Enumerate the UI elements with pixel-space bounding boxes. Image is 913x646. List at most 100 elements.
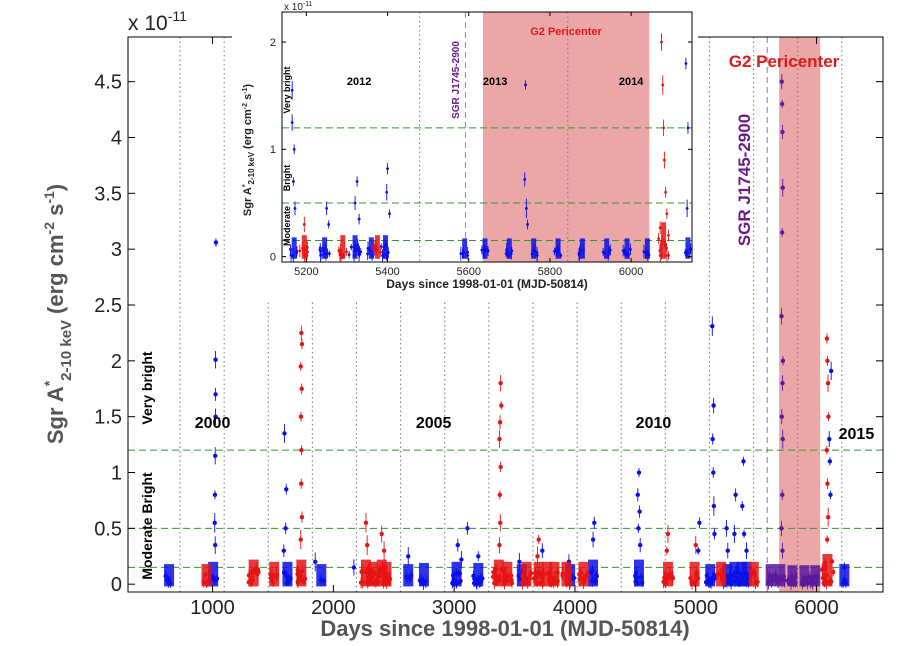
- data-point: [385, 190, 389, 194]
- data-point: [281, 548, 287, 553]
- y-tick-label: 0: [270, 251, 276, 263]
- year-label: 2012: [347, 76, 371, 88]
- data-point: [492, 574, 498, 579]
- data-point: [733, 492, 738, 498]
- data-cluster-bar: [624, 238, 630, 259]
- data-point: [828, 368, 834, 374]
- data-point: [457, 571, 463, 576]
- data-cluster-bar: [661, 222, 667, 259]
- data-point: [708, 580, 714, 586]
- data-point: [751, 570, 757, 575]
- data-point: [299, 330, 304, 336]
- data-point: [592, 520, 597, 525]
- data-point: [626, 253, 630, 257]
- data-point: [455, 542, 460, 548]
- pericenter-band: [482, 12, 650, 262]
- y-tick-label: 0: [111, 574, 122, 596]
- data-point: [697, 520, 702, 525]
- data-point: [741, 459, 746, 464]
- y-tick-label: 3.5: [94, 183, 122, 205]
- data-cluster-bar: [164, 564, 175, 587]
- data-point: [352, 254, 356, 257]
- data-point: [498, 380, 503, 386]
- data-point: [296, 569, 301, 575]
- inset-axes-layer: 5200 5400 5600 5800 6000 0 1 2: [270, 12, 692, 278]
- data-point: [780, 492, 785, 498]
- data-point: [637, 542, 643, 548]
- data-point: [664, 190, 668, 194]
- very-bright-label: Very bright: [139, 351, 155, 424]
- data-point: [358, 250, 361, 254]
- data-point: [249, 577, 254, 582]
- data-point: [491, 569, 496, 575]
- data-point: [583, 574, 588, 580]
- data-point: [303, 253, 307, 257]
- data-point: [590, 568, 595, 573]
- data-point: [665, 246, 668, 250]
- data-point: [748, 579, 753, 584]
- data-point: [505, 250, 509, 254]
- data-point: [590, 537, 596, 542]
- data-point: [540, 548, 545, 553]
- data-point: [773, 572, 778, 578]
- data-point: [685, 206, 689, 210]
- data-point: [667, 233, 670, 237]
- data-point: [536, 537, 541, 542]
- data-point: [548, 578, 554, 583]
- data-point: [530, 252, 534, 256]
- data-point: [370, 254, 374, 257]
- data-point: [665, 212, 669, 216]
- data-point: [302, 576, 308, 581]
- data-point: [379, 531, 384, 537]
- data-point: [779, 526, 784, 531]
- main-x-axis-label: Days since 1998-01-01 (MJD-50814): [320, 616, 689, 641]
- data-point: [281, 570, 287, 575]
- data-point: [577, 571, 583, 577]
- data-point: [509, 577, 514, 583]
- data-point: [822, 567, 828, 572]
- data-point: [284, 487, 289, 492]
- data-point: [497, 492, 503, 498]
- inset-magnetar-label: SGR J1745-2900: [451, 41, 462, 119]
- data-point: [505, 578, 510, 584]
- data-point: [767, 573, 772, 578]
- data-point: [661, 83, 665, 87]
- data-point: [825, 514, 831, 520]
- x-tick-label: 5200: [294, 266, 318, 278]
- data-point: [524, 83, 527, 87]
- data-point: [789, 574, 794, 580]
- data-point: [342, 254, 346, 257]
- data-point: [290, 88, 294, 92]
- data-point: [842, 577, 847, 583]
- x-tick-label: 2000: [311, 597, 356, 619]
- x-tick-label: 4000: [553, 597, 598, 619]
- data-point: [327, 223, 331, 226]
- data-point: [684, 62, 688, 65]
- data-point: [298, 537, 303, 542]
- main-magnetar-label: SGR J1745-2900: [735, 114, 754, 246]
- data-point: [457, 579, 463, 585]
- data-point: [388, 212, 391, 216]
- data-point: [268, 572, 273, 577]
- data-point: [693, 542, 698, 548]
- data-cluster-bar: [561, 561, 572, 587]
- data-point: [212, 520, 217, 525]
- data-point: [475, 577, 480, 583]
- data-point: [815, 574, 820, 579]
- data-point: [689, 247, 693, 251]
- data-point: [660, 239, 664, 242]
- data-point: [606, 253, 610, 257]
- data-point: [710, 436, 715, 442]
- x-tick-label: 3000: [432, 597, 477, 619]
- data-point: [300, 568, 305, 574]
- data-point: [526, 223, 529, 226]
- main-year-labels: 2000 2005 2010 2015: [195, 415, 875, 443]
- data-point: [480, 576, 485, 581]
- data-point: [686, 126, 690, 130]
- data-point: [694, 570, 700, 575]
- data-point: [559, 254, 563, 257]
- data-point: [704, 573, 710, 578]
- data-point: [466, 254, 470, 257]
- data-point: [777, 575, 782, 580]
